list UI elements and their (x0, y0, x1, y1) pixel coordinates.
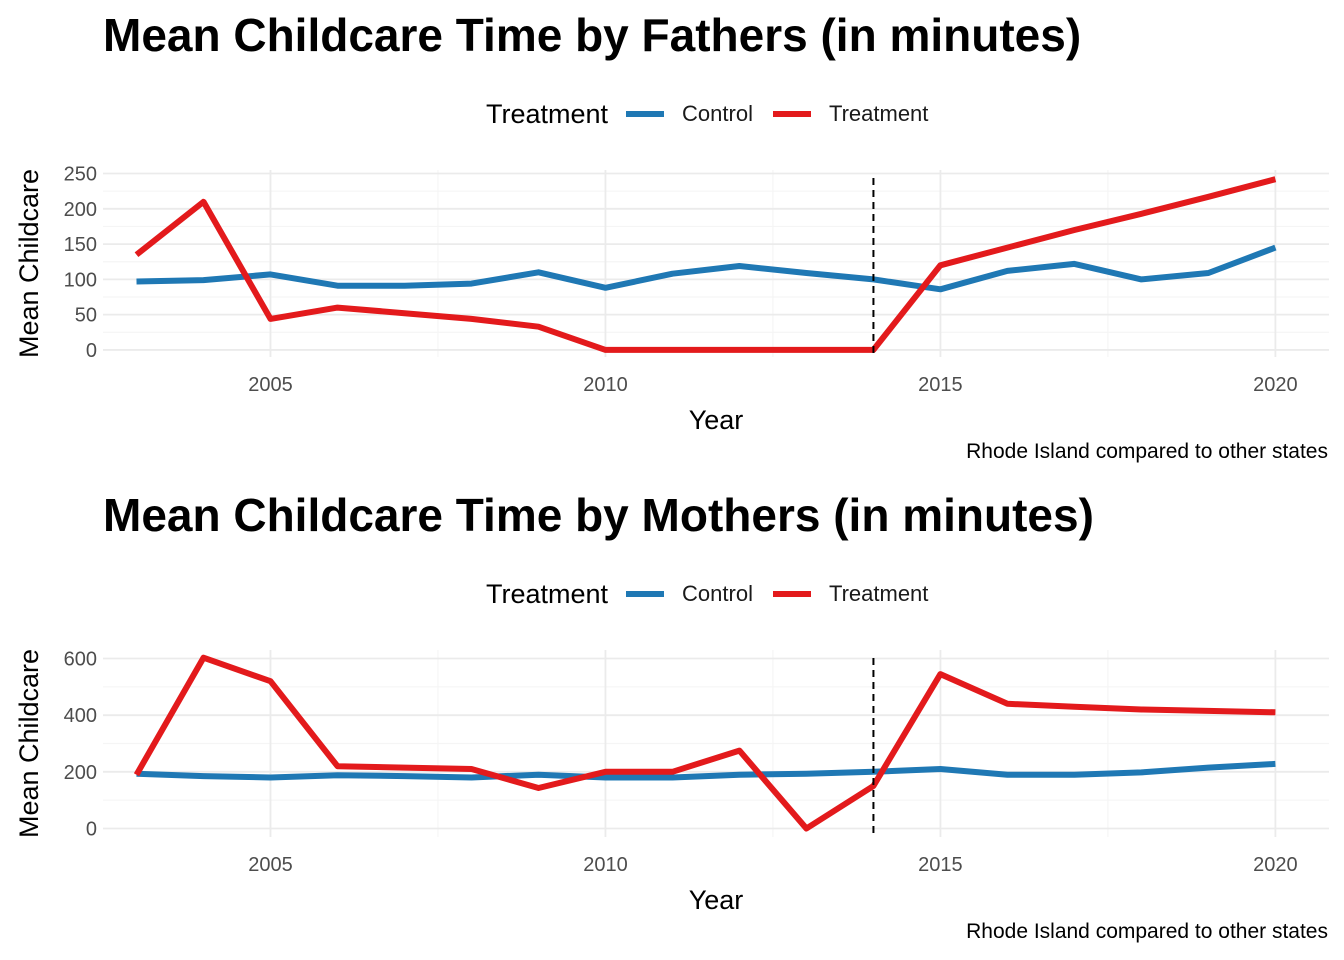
y-tick-label: 200 (64, 762, 97, 784)
x-tick-label: 2005 (248, 854, 293, 876)
fathers-plot: 0 50 100 150 200 250 2005 2010 2015 2020 Year Mean … (14, 164, 1329, 435)
x-tick-label: 2015 (918, 854, 963, 876)
x-axis-label: Year (689, 405, 744, 435)
y-tick-label: 200 (64, 199, 97, 221)
legend-label-control: Control (682, 101, 753, 126)
y-tick-label: 0 (86, 819, 97, 841)
y-tick-label: 50 (75, 305, 97, 327)
legend-label-treatment: Treatment (828, 101, 929, 126)
mothers-chart-panel: Mean Childcare Time by Mothers (in minut… (0, 480, 1344, 960)
series-line-treatment (133, 654, 1276, 832)
y-tick-label: 600 (64, 649, 97, 671)
y-tick-label: 0 (86, 340, 97, 362)
legend-title: Treatment (486, 578, 609, 609)
series-line-control (136, 244, 1277, 293)
series-line-treatment (134, 176, 1277, 353)
y-tick-label: 150 (64, 234, 97, 256)
series-line-control (136, 760, 1276, 781)
x-tick-label: 2020 (1253, 854, 1298, 876)
legend-key-treatment (772, 591, 811, 597)
chart-title: Mean Childcare Time by Mothers (in minut… (103, 489, 1094, 541)
chart-caption: Rhode Island compared to other states (966, 920, 1328, 943)
chart-title: Mean Childcare Time by Fathers (in minut… (103, 9, 1082, 61)
x-tick-label: 2010 (583, 374, 628, 396)
legend-title: Treatment (486, 98, 609, 129)
y-tick-label: 100 (64, 269, 97, 291)
chart-caption: Rhode Island compared to other states (966, 440, 1328, 463)
x-axis-label: Year (689, 885, 744, 915)
mothers-plot: 0 200 400 600 2005 2010 2015 2020 Year Mean Child… (14, 649, 1329, 915)
legend-key-control (626, 591, 665, 597)
legend: Treatment Control Treatment (486, 96, 948, 132)
legend-label-treatment: Treatment (828, 581, 929, 606)
legend-label-control: Control (682, 581, 753, 606)
x-tick-label: 2010 (583, 854, 628, 876)
x-tick-label: 2005 (248, 374, 293, 396)
legend: Treatment Control Treatment (486, 576, 948, 612)
legend-key-treatment (772, 111, 811, 117)
legend-key-control (626, 111, 665, 117)
x-tick-label: 2020 (1253, 374, 1298, 396)
y-axis-label: Mean Childcare (14, 649, 44, 838)
x-tick-label: 2015 (918, 374, 963, 396)
y-axis-label: Mean Childcare (14, 169, 44, 358)
y-tick-label: 250 (64, 164, 97, 186)
y-tick-label: 400 (64, 705, 97, 727)
fathers-chart-panel: Mean Childcare Time by Fathers (in minut… (14, 9, 1329, 463)
